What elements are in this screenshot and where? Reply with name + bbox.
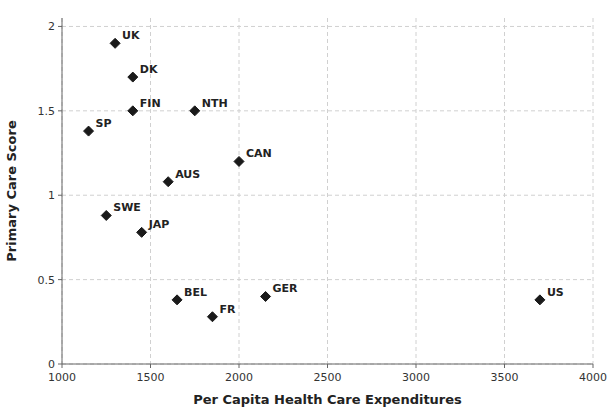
x-tick (327, 364, 328, 368)
x-tick (150, 364, 151, 368)
x-tick (239, 364, 240, 368)
point (163, 177, 173, 187)
point-label: JAP (148, 218, 170, 231)
point (261, 291, 271, 301)
y-tick (58, 279, 62, 280)
x-grid-line (327, 18, 328, 364)
x-tick-label: 3500 (491, 371, 519, 384)
point-label: SP (96, 117, 112, 130)
x-tick-label: 2500 (314, 371, 342, 384)
x-tick-label: 4000 (579, 371, 607, 384)
x-tick (416, 364, 417, 368)
point-label: AUS (175, 168, 200, 181)
point-label: GER (273, 282, 299, 295)
y-grid-line (62, 110, 593, 111)
axes: 1000 1500 2000 2500 3000 3500 4000 0 0.5 1 1.5 2 (38, 18, 608, 384)
x-tick-label: 2000 (225, 371, 253, 384)
point (110, 38, 120, 48)
point-label: US (547, 286, 564, 299)
point (101, 210, 111, 220)
y-grid-line (62, 279, 593, 280)
point (137, 227, 147, 237)
x-grid-line (504, 18, 505, 364)
point-label: FR (219, 303, 236, 316)
x-axis-title: Per Capita Health Care Expenditures (193, 392, 462, 407)
x-tick (62, 364, 63, 368)
point (172, 295, 182, 305)
y-grid-line (62, 26, 593, 27)
y-tick (58, 364, 62, 365)
y-grid-line (62, 364, 593, 365)
y-tick (58, 195, 62, 196)
point (535, 295, 545, 305)
y-axis-title: Primary Care Score (4, 120, 19, 262)
point-labels: UK DK NTH FIN SP CAN AUS SWE JAP BEL FR GER US (96, 29, 564, 315)
point (207, 312, 217, 322)
y-grid-line (62, 195, 593, 196)
point (128, 72, 138, 82)
point-label: CAN (246, 147, 272, 160)
points (84, 38, 545, 321)
point (84, 126, 94, 136)
x-tick (504, 364, 505, 368)
x-tick-label: 1000 (48, 371, 76, 384)
x-grid-line (593, 18, 594, 364)
x-tick-label: 1500 (137, 371, 165, 384)
y-tick-label: 1 (48, 189, 55, 202)
point-label: BEL (184, 286, 207, 299)
point-label: UK (122, 29, 140, 42)
x-tick-label: 3000 (402, 371, 430, 384)
chart: 1000 1500 2000 2500 3000 3500 4000 0 0.5 1 1.5 2 Per… (0, 0, 615, 416)
y-tick (58, 26, 62, 27)
y-tick-label: 0.5 (38, 274, 56, 287)
x-grid-line (62, 18, 63, 364)
point (234, 156, 244, 166)
y-axis-line (62, 18, 63, 364)
y-tick-label: 0 (48, 358, 55, 371)
grid (62, 18, 593, 364)
x-grid-line (239, 18, 240, 364)
point-label: SWE (113, 201, 141, 214)
x-grid-line (416, 18, 417, 364)
point (190, 106, 200, 116)
y-tick (58, 110, 62, 111)
point-label: DK (140, 63, 158, 76)
x-tick (593, 364, 594, 368)
chart-container: 1000 1500 2000 2500 3000 3500 4000 0 0.5 1 1.5 2 Per… (0, 0, 615, 416)
point-label: NTH (202, 97, 228, 110)
point (128, 106, 138, 116)
y-tick-label: 1.5 (38, 105, 56, 118)
y-tick-label: 2 (48, 20, 55, 33)
point-label: FIN (140, 97, 161, 110)
x-axis-line (62, 364, 593, 365)
